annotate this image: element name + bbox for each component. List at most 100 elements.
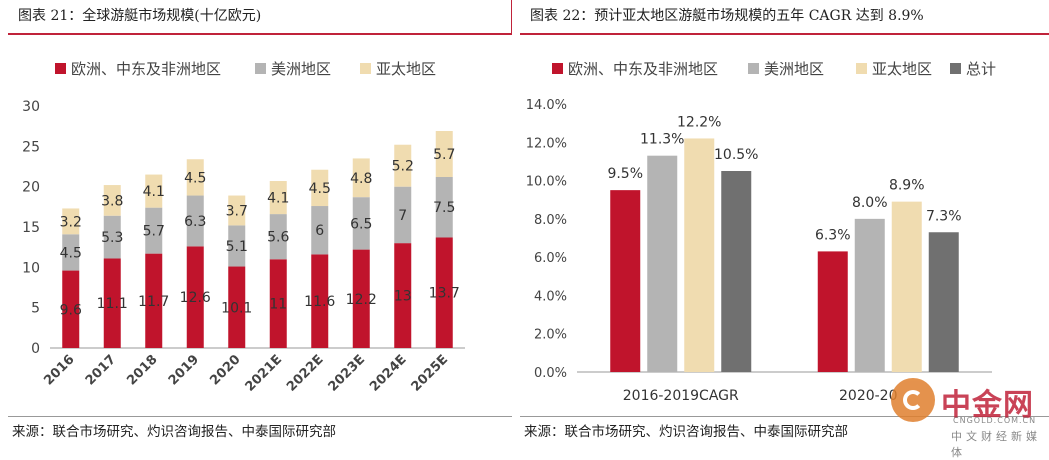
data-label: 6.3	[184, 214, 206, 230]
source-divider-right	[520, 416, 1049, 417]
data-label: 3.7	[226, 203, 248, 219]
data-label: 11	[269, 297, 287, 313]
data-label: 4.1	[143, 184, 165, 200]
bar-segment	[435, 237, 453, 348]
y-tick-label: 15	[22, 220, 40, 236]
data-label: 3.8	[101, 193, 123, 209]
watermark: 中金网 CNGOLD.COM.CN 中文财经新媒体	[891, 378, 1041, 459]
bar-segment	[394, 144, 412, 187]
legend-label: 亚太地区	[872, 60, 932, 78]
chart-title-right: 图表 22：预计亚太地区游艇市场规模的五年 CAGR 达到 8.9%	[530, 8, 924, 24]
y-tick-label: 25	[22, 139, 40, 155]
bar-segment	[228, 266, 246, 348]
bar-segment	[435, 176, 453, 238]
data-label: 5.1	[226, 239, 248, 255]
y-tick-label: 20	[22, 180, 40, 196]
bar-segment	[311, 206, 329, 255]
data-label: 10.5%	[714, 147, 758, 163]
bar-segment	[228, 225, 246, 267]
title-divider-left	[8, 33, 512, 35]
x-tick-label: 2021E	[243, 352, 285, 394]
legend-swatch	[255, 63, 266, 74]
watermark-url: CNGOLD.COM.CN	[953, 416, 1037, 425]
bar-segment	[186, 195, 204, 247]
data-label: 4.5	[60, 245, 82, 261]
bar	[817, 251, 848, 372]
bar-segment	[145, 174, 163, 208]
x-tick-label: 2016	[41, 352, 77, 388]
legend-swatch	[950, 63, 961, 74]
bar-segment	[394, 186, 412, 244]
legend-swatch	[552, 63, 563, 74]
data-label: 12.2%	[677, 114, 721, 130]
x-tick-label: 2020-20	[839, 388, 898, 404]
x-tick-label: 2018	[124, 352, 160, 388]
bar-segment	[145, 253, 163, 348]
y-tick-label: 5	[31, 301, 40, 317]
data-label: 4.5	[309, 181, 331, 197]
data-label: 5.3	[101, 230, 123, 246]
right-panel: 图表 22：预计亚太地区游艇市场规模的五年 CAGR 达到 8.9% 欧洲、中东…	[512, 0, 1049, 454]
bar-segment	[352, 249, 370, 348]
data-label: 13.7	[429, 286, 460, 302]
legend-label: 亚太地区	[376, 60, 436, 78]
data-label: 4.5	[184, 170, 206, 186]
bar	[721, 171, 752, 372]
data-label: 7.5	[433, 200, 455, 216]
data-label: 5.7	[143, 224, 165, 240]
legend-swatch	[748, 63, 759, 74]
bar	[928, 232, 959, 372]
bar-segment	[103, 215, 121, 259]
y-tick-label: 8.0%	[534, 213, 567, 228]
data-label: 12.6	[180, 290, 211, 306]
y-tick-label: 14.0%	[526, 98, 567, 113]
data-label: 11.7	[138, 294, 169, 310]
bar-segment	[269, 181, 287, 215]
bar-segment	[186, 246, 204, 348]
data-label: 4.1	[267, 191, 289, 207]
source-divider-left	[8, 416, 512, 417]
data-label: 7	[398, 208, 407, 224]
x-tick-label: 2016-2019CAGR	[623, 388, 739, 404]
watermark-subtitle: 中文财经新媒体	[951, 430, 1041, 459]
watermark-logo-icon	[891, 378, 935, 422]
x-tick-label: 2025E	[409, 352, 451, 394]
data-label: 9.5%	[607, 166, 643, 182]
bar-segment	[145, 207, 163, 254]
y-tick-label: 0	[31, 341, 40, 357]
bar-segment	[269, 214, 287, 260]
x-tick-label: 2019	[166, 352, 202, 388]
bar-segment	[62, 208, 80, 235]
source-note-left: 来源：联合市场研究、灼识咨询报告、中泰国际研究部	[12, 424, 336, 440]
bar-segment	[352, 158, 370, 198]
bar-segment	[269, 259, 287, 348]
bar-segment	[311, 169, 329, 207]
bar-segment	[352, 197, 370, 250]
data-label: 6	[315, 223, 324, 239]
left-panel: 图表 21：全球游艇市场规模(十亿欧元) 欧洲、中东及非洲地区 美洲地区 亚太地区 0…	[0, 0, 512, 454]
bar-segment	[435, 131, 453, 177]
legend-label: 欧洲、中东及非洲地区	[71, 60, 221, 78]
data-label: 11.1	[97, 296, 128, 312]
y-tick-label: 0.0%	[534, 366, 567, 381]
y-tick-label: 10	[22, 260, 40, 276]
legend-label: 总计	[966, 60, 996, 78]
data-label: 12.2	[346, 292, 377, 308]
data-label: 10.1	[221, 300, 252, 316]
cagr-bar-chart: 欧洲、中东及非洲地区 美洲地区 亚太地区 总计 0.0% 2.0% 4.0% 6.0% 8.0%…	[526, 60, 996, 404]
legend-swatch	[55, 63, 66, 74]
bar-segment	[103, 185, 121, 216]
data-label: 5.6	[267, 230, 289, 246]
bar	[684, 138, 715, 372]
y-tick-label: 4.0%	[534, 289, 567, 304]
stacked-bar-chart: 欧洲、中东及非洲地区 美洲地区 亚太地区 0 5 10 15 20 25 30 9.6 4.5 3.2 2…	[22, 60, 465, 395]
y-tick-label: 30	[22, 99, 40, 115]
y-tick-label: 12.0%	[526, 136, 567, 151]
data-label: 5.7	[433, 147, 455, 163]
bar	[891, 201, 922, 372]
data-label: 11.6	[304, 294, 335, 310]
bar	[610, 190, 641, 372]
y-tick-label: 10.0%	[526, 175, 567, 190]
bar-segment	[186, 159, 204, 196]
x-tick-label: 2024E	[367, 352, 409, 394]
